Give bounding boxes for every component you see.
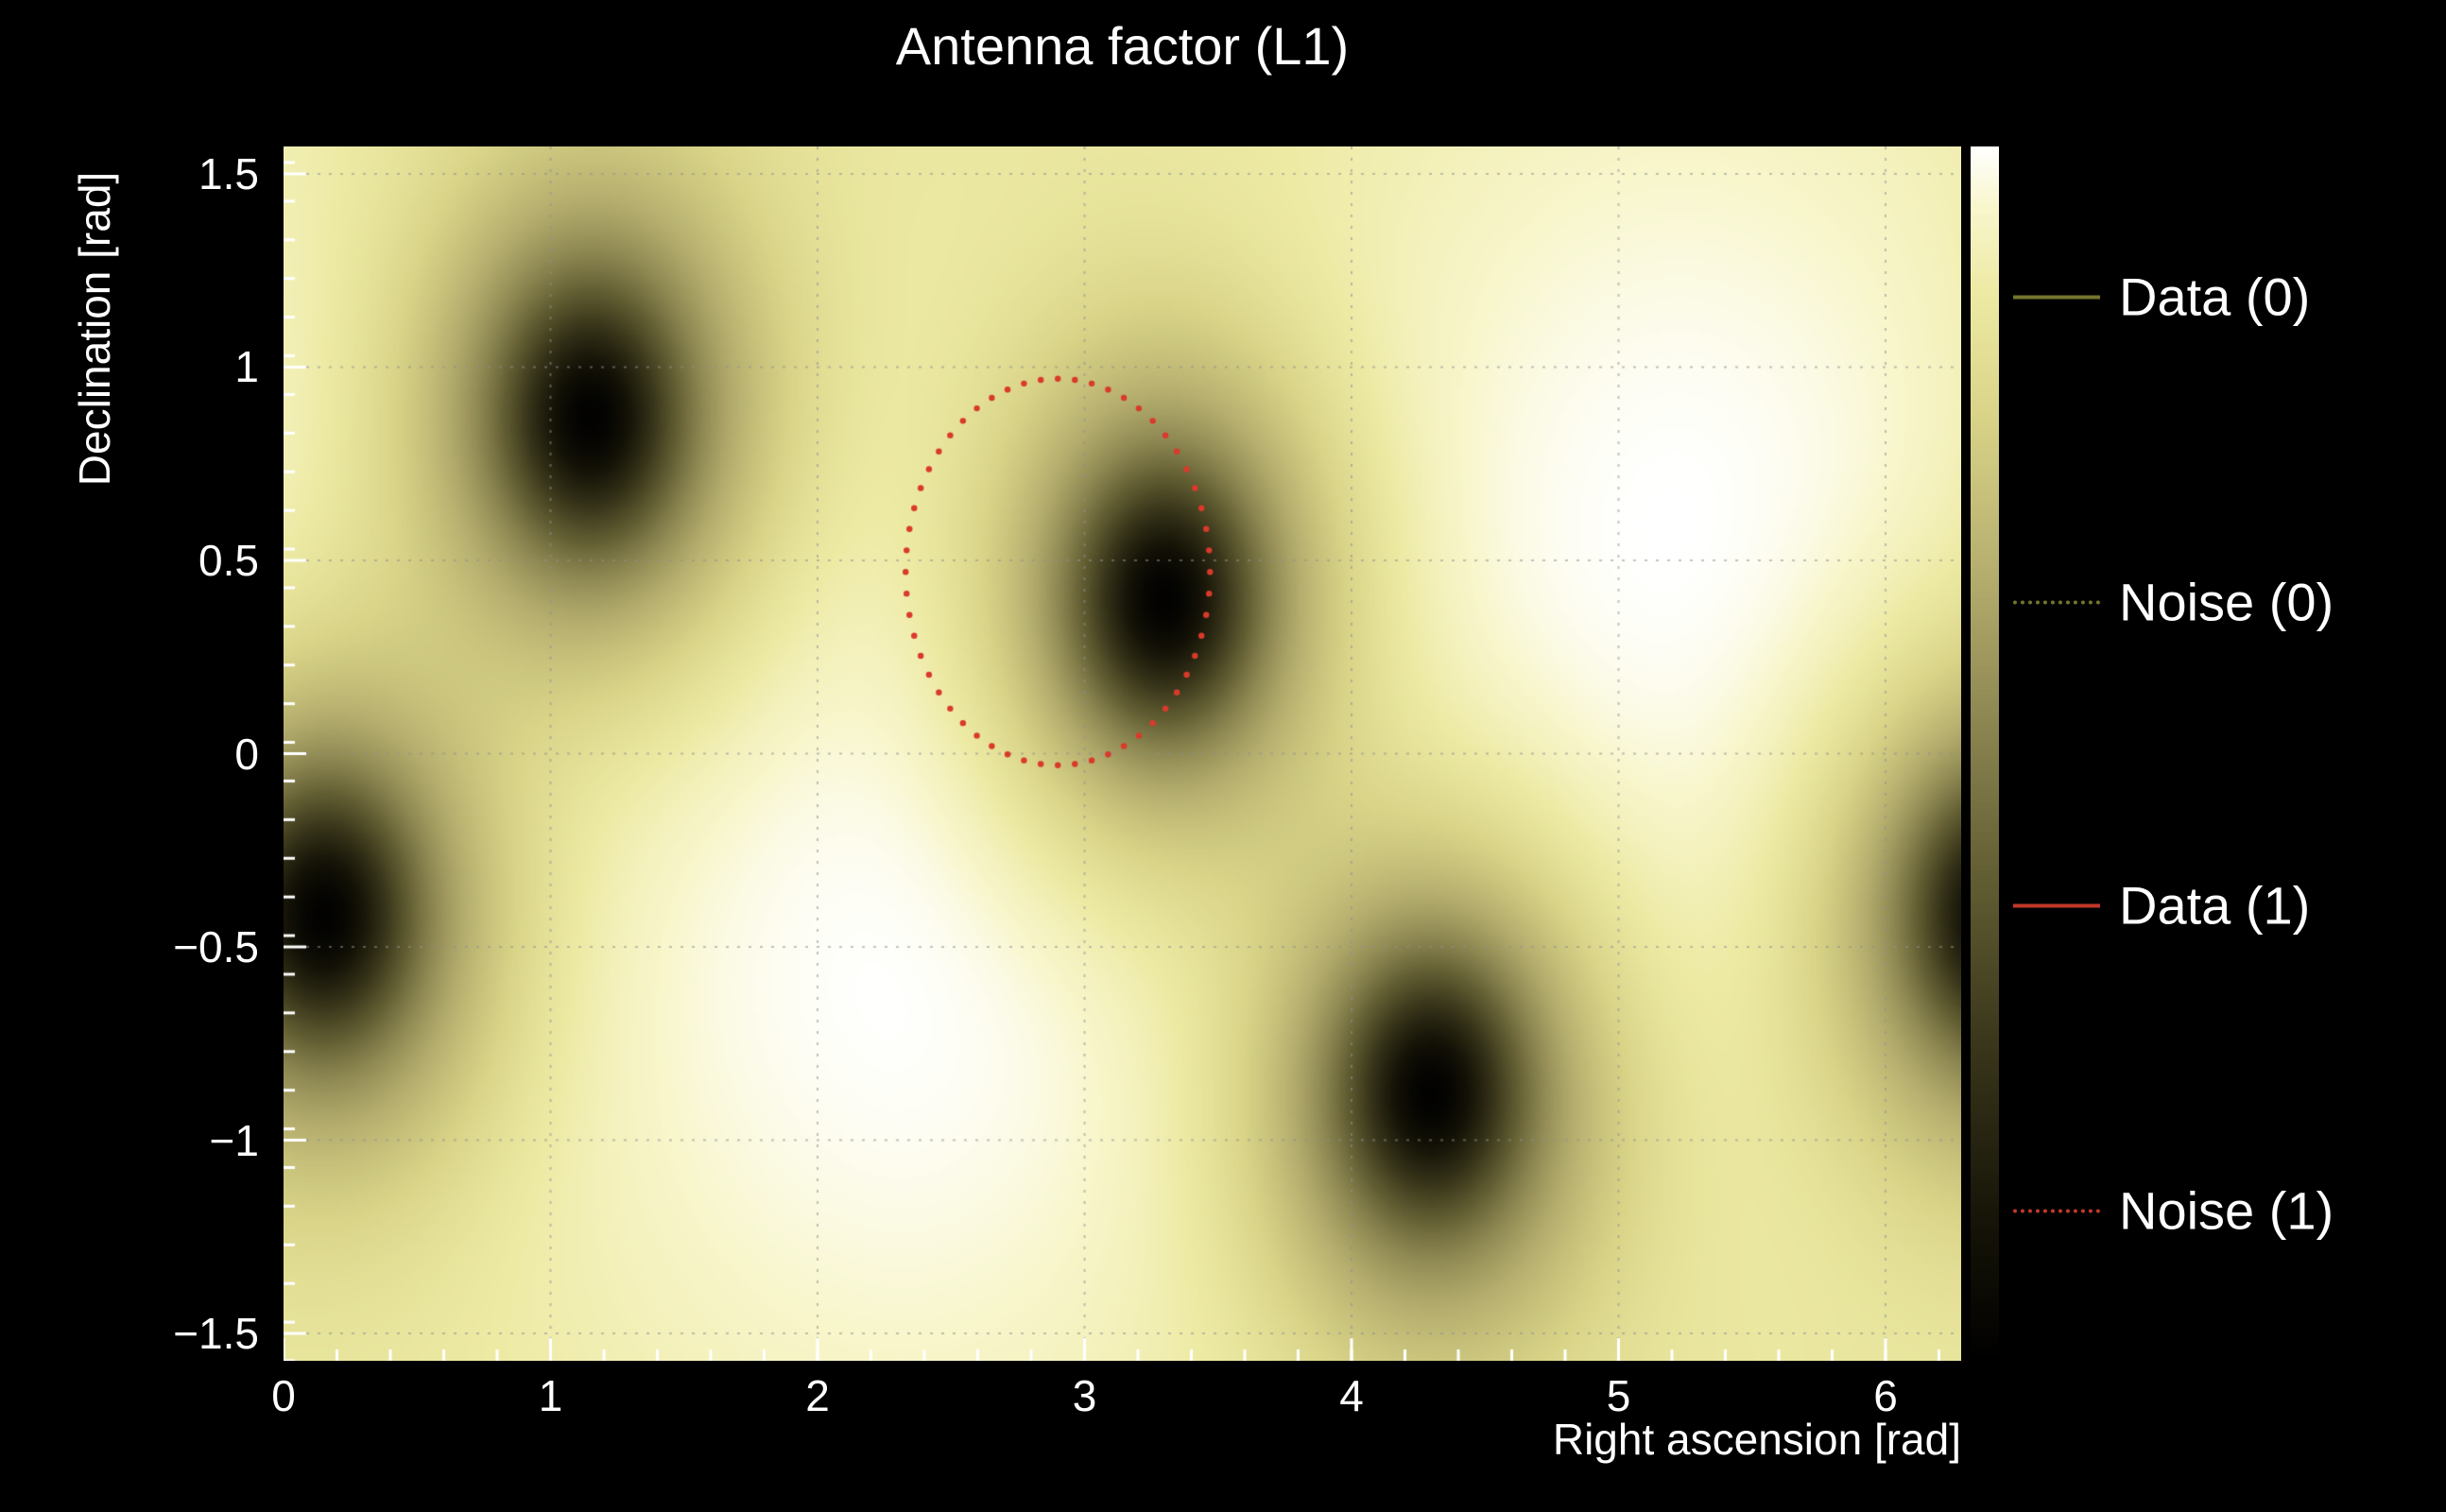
x-tick-label: 6 [1873, 1371, 1898, 1420]
legend-item-noise-1: Noise (1) [2013, 1180, 2334, 1242]
y-tick-label: 0.5 [198, 535, 259, 585]
heatmap-plot [284, 146, 1961, 1361]
legend-label-noise-1: Noise (1) [2119, 1180, 2334, 1241]
legend-label-data-1: Data (1) [2119, 875, 2311, 936]
y-tick-label: 0 [234, 729, 259, 779]
x-tick-label: 1 [538, 1371, 563, 1420]
y-tick-label: 1 [234, 342, 259, 392]
x-tick-label: 4 [1339, 1371, 1364, 1420]
y-axis-ticks: −1.5 −1 −0.5 0 0.5 1 1.5 [0, 146, 267, 1361]
x-axis-label: Right ascension [rad] [1552, 1415, 1961, 1464]
legend-label-noise-0: Noise (0) [2119, 572, 2334, 632]
noise-1-line-sample [2013, 1209, 2100, 1212]
x-axis-ticks: 0 1 2 3 4 5 6 [271, 1370, 1961, 1423]
y-tick-label: −1.5 [173, 1309, 259, 1359]
y-tick-label: −1 [209, 1115, 259, 1165]
x-tick-label: 2 [805, 1371, 830, 1420]
y-tick-label: −0.5 [173, 922, 259, 971]
x-tick-label: 3 [1072, 1371, 1097, 1420]
legend-label-data-0: Data (0) [2119, 266, 2311, 327]
legend-item-data-0: Data (0) [2013, 266, 2310, 328]
x-tick-label: 5 [1606, 1371, 1631, 1420]
chart-title: Antenna factor (L1) [895, 16, 1350, 76]
legend-item-data-1: Data (1) [2013, 875, 2310, 936]
colorbar [1971, 146, 1999, 1361]
data-1-line-sample [2013, 903, 2100, 907]
legend-item-noise-0: Noise (0) [2013, 572, 2334, 633]
noise-0-line-sample [2013, 600, 2100, 604]
x-tick-label: 0 [271, 1371, 296, 1420]
y-tick-label: 1.5 [198, 148, 259, 198]
data-0-line-sample [2013, 295, 2100, 299]
